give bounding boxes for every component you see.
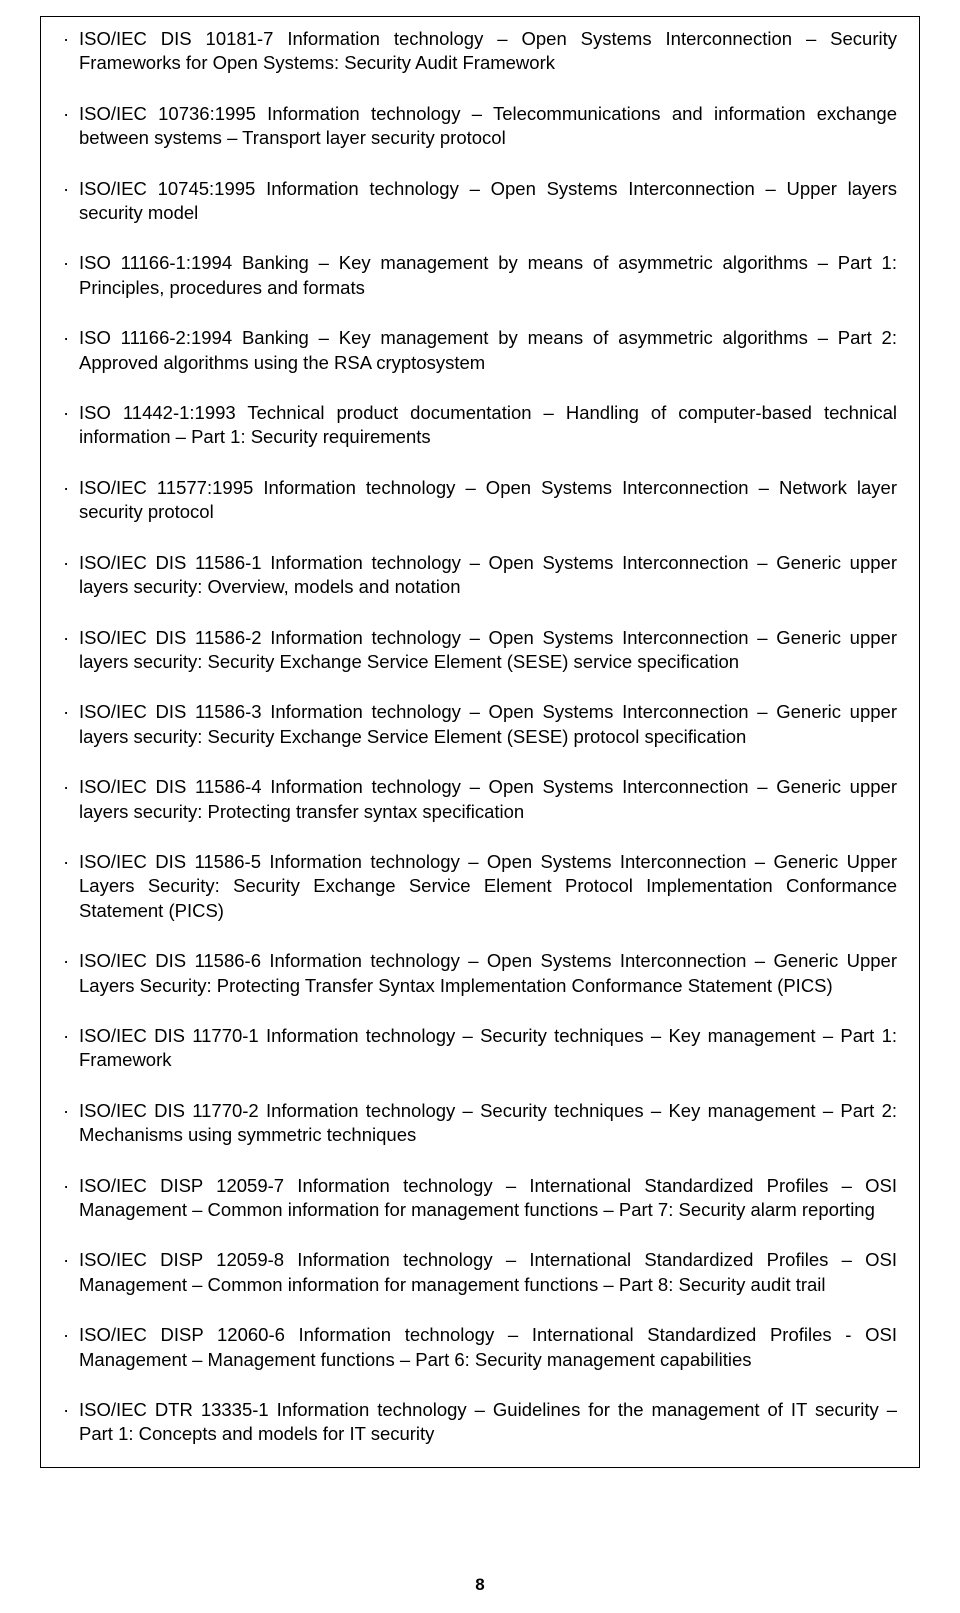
bullet-icon: · [63,326,79,375]
list-item: ·ISO/IEC DIS 11770-2 Information technol… [63,1099,897,1148]
list-item-text: ISO/IEC DIS 11586-1 Information technolo… [79,551,897,600]
bullet-icon: · [63,27,79,76]
list-item: ·ISO/IEC DTR 13335-1 Information technol… [63,1398,897,1447]
list-item: ·ISO/IEC 11577:1995 Information technolo… [63,476,897,525]
list-item: ·ISO/IEC DIS 11586-6 Information technol… [63,949,897,998]
list-item-text: ISO 11442-1:1993 Technical product docum… [79,401,897,450]
list-item: ·ISO/IEC DIS 11586-2 Information technol… [63,626,897,675]
bullet-icon: · [63,251,79,300]
standards-list: ·ISO/IEC DIS 10181-7 Information technol… [63,27,897,1447]
bullet-icon: · [63,1174,79,1223]
bullet-icon: · [63,1248,79,1297]
bullet-icon: · [63,775,79,824]
list-item: ·ISO 11166-2:1994 Banking – Key manageme… [63,326,897,375]
list-item: ·ISO 11166-1:1994 Banking – Key manageme… [63,251,897,300]
list-item: ·ISO/IEC DISP 12060-6 Information techno… [63,1323,897,1372]
list-item-text: ISO/IEC DIS 11770-1 Information technolo… [79,1024,897,1073]
list-item: ·ISO/IEC DISP 12059-8 Information techno… [63,1248,897,1297]
bullet-icon: · [63,102,79,151]
list-item-text: ISO/IEC DISP 12059-7 Information technol… [79,1174,897,1223]
list-item: ·ISO/IEC DIS 11586-1 Information technol… [63,551,897,600]
list-item-text: ISO/IEC DIS 11586-3 Information technolo… [79,700,897,749]
bullet-icon: · [63,850,79,923]
list-item: ·ISO/IEC 10736:1995 Information technolo… [63,102,897,151]
list-item-text: ISO/IEC 10736:1995 Information technolog… [79,102,897,151]
bullet-icon: · [63,700,79,749]
bullet-icon: · [63,1099,79,1148]
list-item-text: ISO/IEC DIS 11586-4 Information technolo… [79,775,897,824]
list-item-text: ISO/IEC DTR 13335-1 Information technolo… [79,1398,897,1447]
bullet-icon: · [63,1323,79,1372]
list-item-text: ISO/IEC DISP 12060-6 Information technol… [79,1323,897,1372]
list-item-text: ISO 11166-2:1994 Banking – Key managemen… [79,326,897,375]
bullet-icon: · [63,551,79,600]
list-item-text: ISO/IEC 10745:1995 Information technolog… [79,177,897,226]
list-item-text: ISO/IEC DIS 11586-6 Information technolo… [79,949,897,998]
list-item: ·ISO/IEC 10745:1995 Information technolo… [63,177,897,226]
bullet-icon: · [63,949,79,998]
list-item-text: ISO/IEC DISP 12059-8 Information technol… [79,1248,897,1297]
bullet-icon: · [63,1024,79,1073]
list-item-text: ISO 11166-1:1994 Banking – Key managemen… [79,251,897,300]
bullet-icon: · [63,401,79,450]
list-item: ·ISO/IEC DIS 10181-7 Information technol… [63,27,897,76]
bullet-icon: · [63,626,79,675]
list-item-text: ISO/IEC DIS 11586-2 Information technolo… [79,626,897,675]
list-item-text: ISO/IEC DIS 10181-7 Information technolo… [79,27,897,76]
list-item: ·ISO/IEC DIS 11586-3 Information technol… [63,700,897,749]
bullet-icon: · [63,1398,79,1447]
list-item-text: ISO/IEC 11577:1995 Information technolog… [79,476,897,525]
page-number: 8 [0,1575,960,1595]
document-page: ·ISO/IEC DIS 10181-7 Information technol… [0,0,960,1613]
bullet-icon: · [63,476,79,525]
content-frame: ·ISO/IEC DIS 10181-7 Information technol… [40,16,920,1468]
list-item: ·ISO/IEC DIS 11770-1 Information technol… [63,1024,897,1073]
list-item-text: ISO/IEC DIS 11586-5 Information technolo… [79,850,897,923]
list-item: ·ISO 11442-1:1993 Technical product docu… [63,401,897,450]
list-item-text: ISO/IEC DIS 11770-2 Information technolo… [79,1099,897,1148]
bullet-icon: · [63,177,79,226]
list-item: ·ISO/IEC DISP 12059-7 Information techno… [63,1174,897,1223]
list-item: ·ISO/IEC DIS 11586-4 Information technol… [63,775,897,824]
list-item: ·ISO/IEC DIS 11586-5 Information technol… [63,850,897,923]
